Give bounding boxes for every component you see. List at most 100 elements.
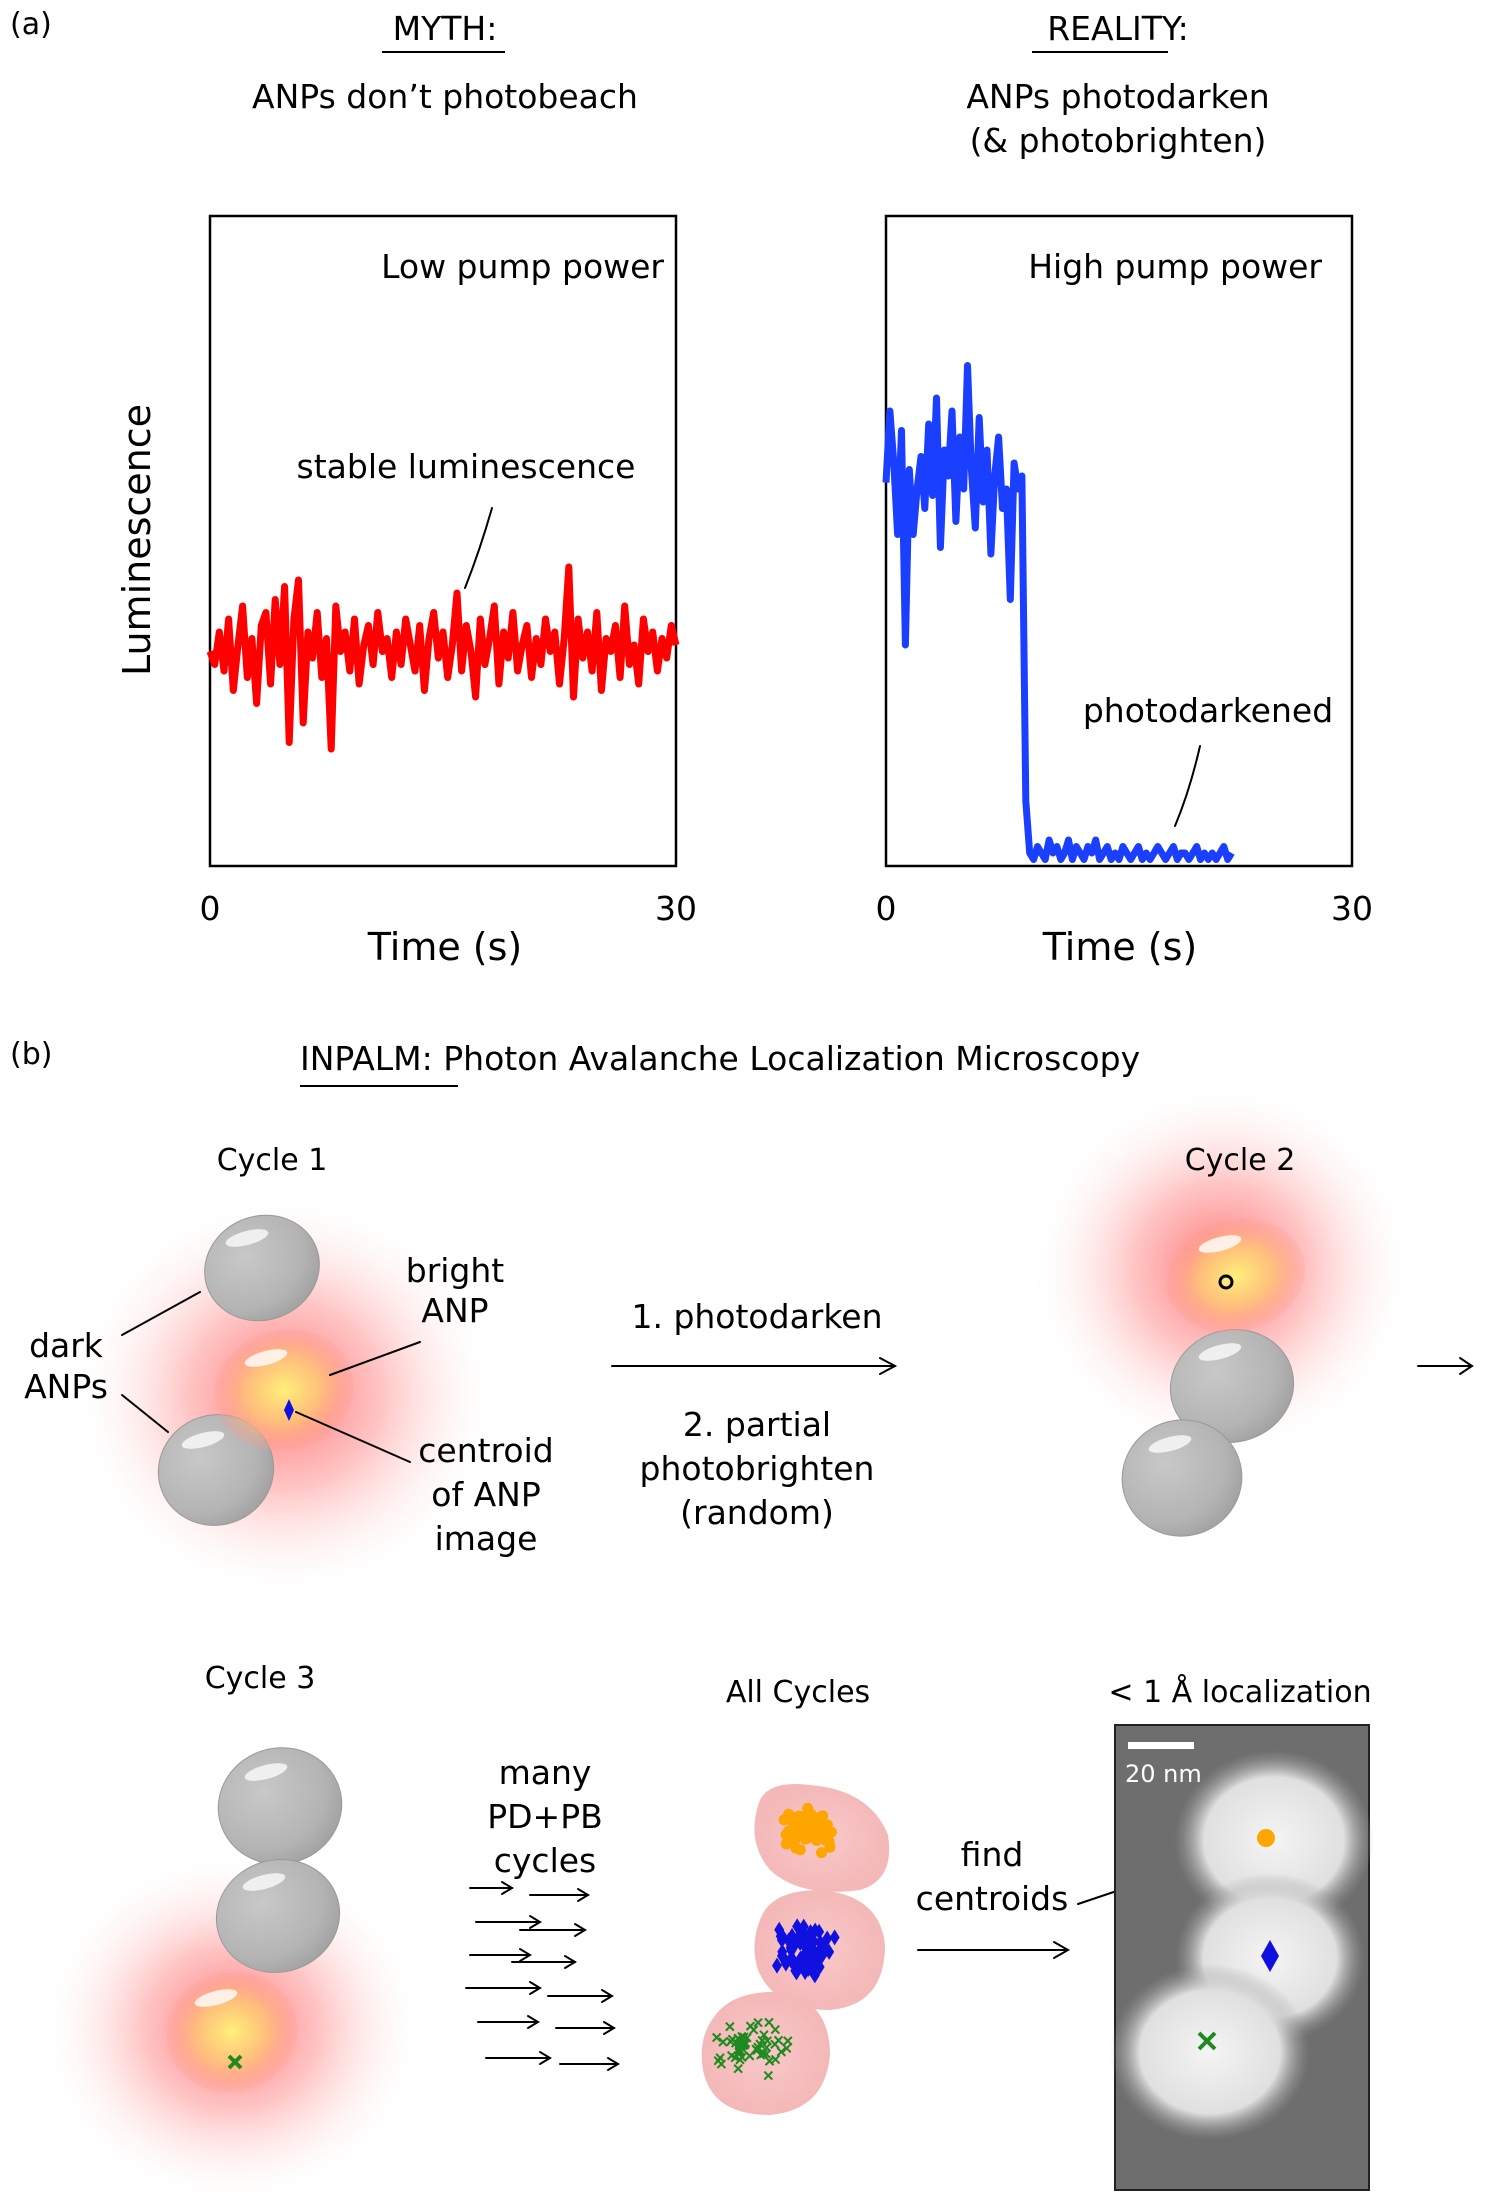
scale-bar-label: 20 nm (1125, 1760, 1202, 1788)
scatter-point-blue-93 (774, 1921, 785, 1938)
dark-anps-pointer-top (121, 1291, 201, 1336)
micrograph-blue-centroid-icon (1261, 1940, 1279, 1972)
centroid-label-line2: of ANP (431, 1475, 540, 1514)
scatter-point-green-12 (725, 2021, 735, 2032)
scatter-point-green-39 (748, 2025, 759, 2035)
scatter-point-blue-68 (814, 1923, 825, 1940)
scatter-point-green-13 (770, 2054, 781, 2065)
cycle-2-bright-anp-highlight (1198, 1235, 1242, 1253)
reality-series-line (882, 362, 1235, 863)
centroid-label-line3: image (435, 1519, 538, 1558)
cycle-arrow-head-10 (539, 2051, 552, 2065)
all-cycles-title: All Cycles (726, 1675, 870, 1710)
myth-series-line (206, 563, 680, 753)
scatter-point-orange-66 (810, 1820, 822, 1832)
cycle-2-title: Cycle 2 (1185, 1143, 1296, 1178)
panel-b-title: INPALM: Photon Avalanche Localization Mi… (300, 1039, 1140, 1078)
cycle-arrow-head-1 (577, 1888, 590, 1902)
cycle-3-bright-anp-highlight (194, 1989, 238, 2007)
scatter-point-green-30 (759, 2030, 769, 2040)
panel-b-title-acronym: INPALM (300, 1039, 422, 1078)
micrograph-particle-bottom (1110, 1964, 1310, 2140)
bright-anp-label-line2: ANP (421, 1291, 488, 1330)
step-2-label-line2: photobrighten (640, 1449, 875, 1488)
scatter-point-green-34 (718, 2037, 728, 2047)
cycle-arrow-head-5 (564, 1955, 577, 1969)
panel-a-label: (a) (10, 7, 52, 42)
micrograph-green-centroid-icon (1197, 2031, 1217, 2051)
reality-heading: REALITY: (1047, 9, 1189, 48)
scatter-point-green-23 (753, 2017, 763, 2028)
myth-callout-pointer (464, 507, 493, 589)
step-1-label: 1. photodarken (631, 1297, 882, 1336)
cycle-1-title: Cycle 1 (217, 1143, 328, 1178)
reality-chart-frame (884, 214, 1354, 868)
scatter-point-orange-67 (799, 1810, 811, 1822)
scatter-point-green-54 (742, 2033, 752, 2043)
reality-subtitle-line2: (& photobrighten) (970, 121, 1267, 160)
centroid-pointer (295, 1411, 411, 1463)
bright-anp-label-line1: bright (406, 1251, 505, 1290)
scatter-point-blue-0 (829, 1929, 840, 1946)
cycle-arrow-head-6 (529, 1981, 542, 1995)
scatter-point-green-45 (713, 2055, 723, 2066)
myth-x-axis-label: Time (s) (367, 925, 523, 969)
dark-anps-pointer-bottom (121, 1394, 169, 1433)
scatter-point-green-7 (733, 2063, 743, 2074)
dark-anp-bottom-highlight (181, 1431, 225, 1449)
scatter-point-green-50 (738, 2039, 748, 2049)
scatter-point-blue-88 (813, 1946, 824, 1963)
reality-chart: High pump power photodarkened 0 30 Time … (876, 214, 1373, 969)
reality-x-axis-label: Time (s) (1042, 925, 1198, 969)
scatter-point-green-46 (761, 2042, 772, 2053)
many-cycles-line2: PD+PB (487, 1797, 603, 1836)
reality-xtick-0: 0 (876, 889, 897, 928)
cycle-3-centroid-x-icon (227, 2054, 243, 2070)
scatter-point-green-35 (755, 2039, 765, 2049)
cycle-2-illustration: Cycle 2 (1027, 1080, 1474, 1537)
cycle-arrow-head-2 (529, 1915, 542, 1929)
centroid-diamond-icon (284, 1399, 294, 1421)
step-arrow-group: 1. photodarken 2. partial photobrighten … (611, 1297, 898, 1532)
dark-anp-top-highlight (225, 1229, 269, 1247)
cycle-3-dark-anp-middle-highlight (242, 1873, 286, 1891)
myth-chart-callout: stable luminescence (297, 447, 636, 486)
find-centroids-arrow-head (1053, 1941, 1071, 1959)
scatter-point-blue-75 (771, 1957, 782, 1974)
myth-xtick-0: 0 (200, 889, 221, 928)
myth-chart-annotation: Low pump power (381, 247, 664, 286)
dark-anps-label-line1: dark (29, 1326, 104, 1365)
cycle-arrow-head-11 (607, 2057, 620, 2071)
step-2-label-line1: 2. partial (683, 1405, 831, 1444)
scatter-point-green-14 (763, 2070, 774, 2081)
scatter-point-orange-51 (821, 1819, 833, 1831)
bright-anp-pointer (329, 1341, 421, 1376)
scale-bar (1128, 1742, 1194, 1749)
cycle-arrow-head-7 (601, 1989, 614, 2003)
many-cycles-line1: many (499, 1753, 592, 1792)
find-centroids-line2: centroids (916, 1879, 1069, 1918)
scatter-point-blue-91 (787, 1937, 798, 1954)
scatter-point-orange-60 (789, 1833, 801, 1845)
scatter-point-orange-63 (815, 1829, 827, 1841)
scatter-point-green-37 (764, 2017, 774, 2028)
many-cycles-line3: cycles (494, 1841, 596, 1880)
localization-micrograph: < 1 Å localization 20 nm (1108, 1674, 1374, 2191)
dark-anps-label-line2: ANPs (24, 1367, 108, 1406)
cycle-arrow-head-4 (519, 1948, 532, 1962)
myth-xtick-30: 30 (655, 889, 697, 928)
cycle-3-illustration: Cycle 3 (37, 1661, 427, 2207)
scatter-point-orange-43 (780, 1838, 792, 1850)
scatter-point-green-3 (711, 2032, 722, 2043)
reality-subtitle-line1: ANPs photodarken (966, 77, 1269, 116)
all-cycles-scatter (711, 1802, 840, 2081)
cycle-3-title: Cycle 3 (205, 1661, 316, 1696)
localization-title: < 1 Å localization (1108, 1674, 1371, 1710)
cycle-arrow-head-8 (527, 2015, 540, 2029)
scatter-point-blue-58 (822, 1930, 833, 1947)
scatter-point-blue-94 (802, 1945, 813, 1962)
scatter-point-orange-42 (823, 1836, 835, 1848)
panel-b-label: (b) (10, 1037, 52, 1072)
reality-callout-pointer (1174, 745, 1201, 827)
scatter-point-green-52 (752, 2045, 762, 2055)
